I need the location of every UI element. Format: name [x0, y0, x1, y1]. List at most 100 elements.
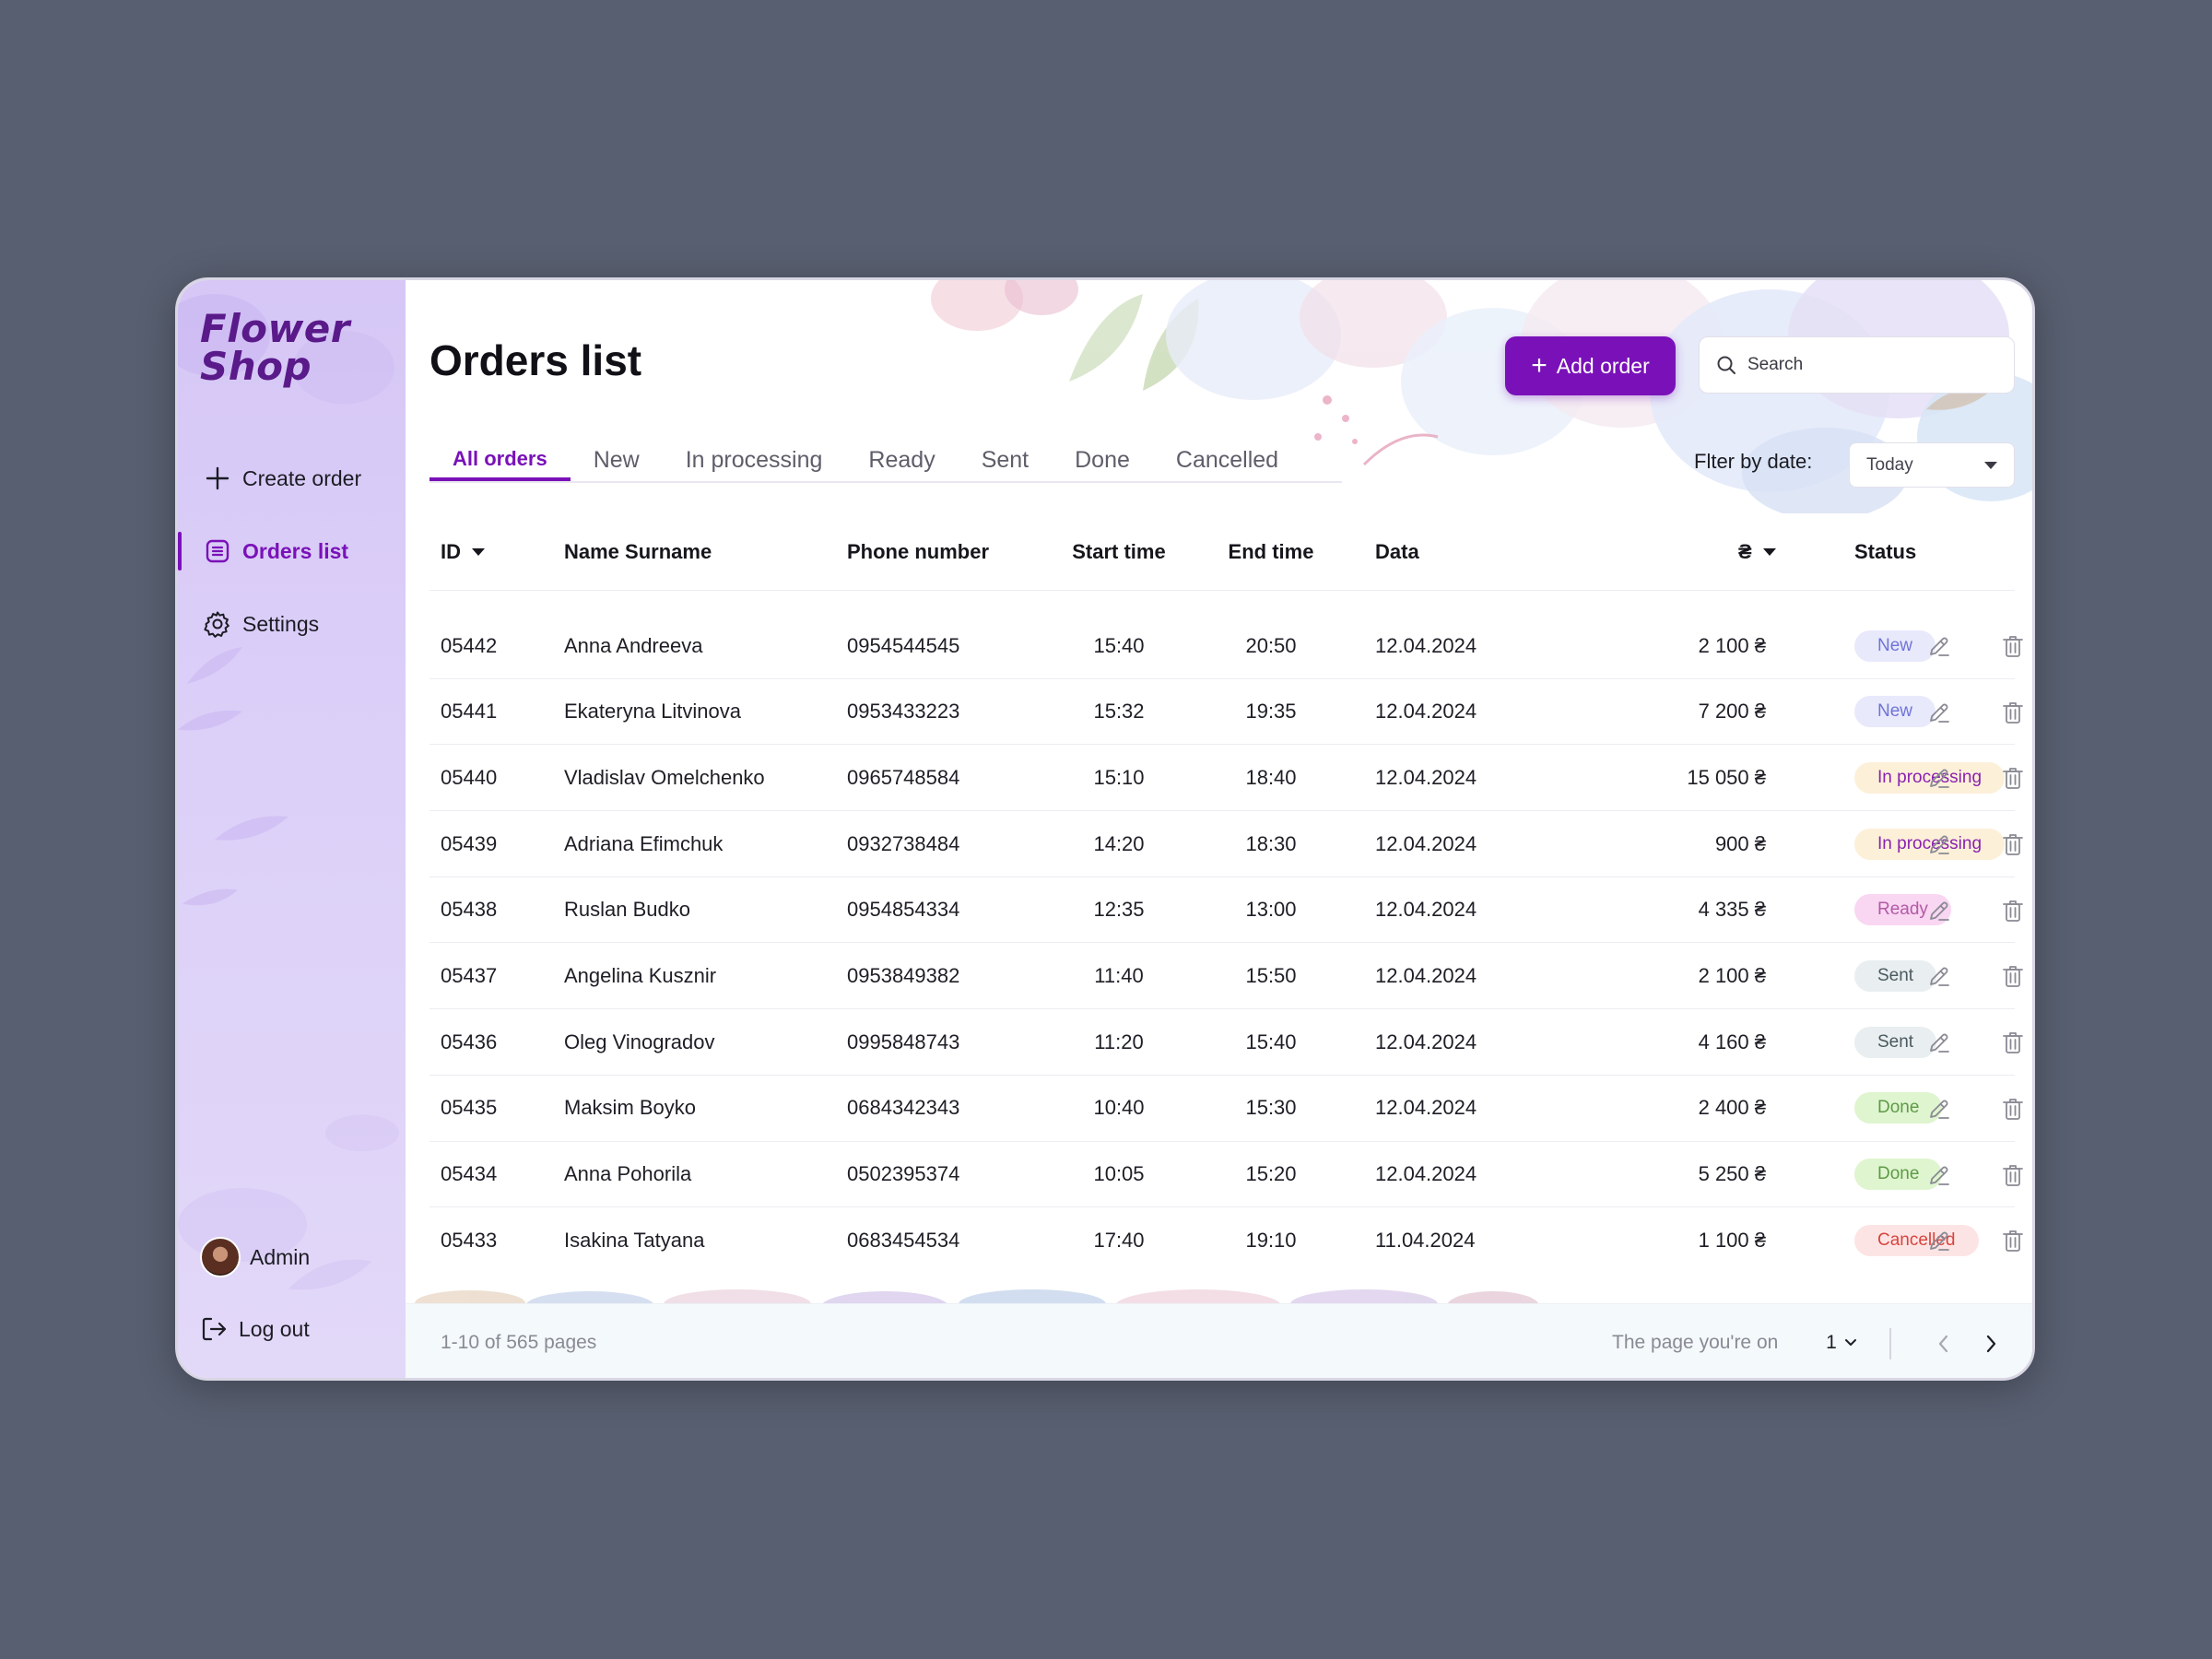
table-row[interactable]: 05439 Adriana Efimchuk 0932738484 14:20 18:3…: [429, 811, 2023, 877]
status-badge: Sent: [1854, 1026, 1937, 1058]
column-header-date: Data: [1375, 540, 1419, 563]
cell-price: 2 100 ₴: [1698, 633, 1766, 657]
delete-order-button[interactable]: [1996, 629, 2030, 663]
table-row[interactable]: 05440 Vladislav Omelchenko 0965748584 15:10…: [429, 745, 2023, 812]
cell-date: 12.04.2024: [1375, 1162, 1477, 1185]
cell-status: In processing: [1854, 745, 2006, 810]
trash-icon: [2001, 898, 2025, 924]
status-badge: New: [1854, 696, 1936, 728]
cell-date: 12.04.2024: [1375, 963, 1477, 987]
cell-name: Ekateryna Litvinova: [564, 700, 741, 724]
tab-done[interactable]: Done: [1075, 447, 1130, 473]
table-row[interactable]: 05433 Isakina Tatyana 0683454534 17:40 19:10…: [429, 1207, 2023, 1274]
column-header-id[interactable]: ID: [441, 513, 485, 591]
cell-end-time: 13:00: [1245, 898, 1297, 922]
edit-order-button[interactable]: [1923, 1224, 1956, 1257]
cell-start-time: 14:20: [1093, 831, 1145, 855]
user-profile[interactable]: Admin: [178, 1232, 406, 1282]
delete-order-button[interactable]: [1996, 1159, 2030, 1192]
cell-name: Anna Andreeva: [564, 633, 703, 657]
cell-price: 2 400 ₴: [1698, 1096, 1766, 1120]
delete-order-button[interactable]: [1996, 894, 2030, 927]
cell-name: Adriana Efimchuk: [564, 831, 724, 855]
delete-order-button[interactable]: [1996, 828, 2030, 861]
sidebar-item-orders-list[interactable]: Orders list: [178, 526, 406, 576]
cell-price: 4 335 ₴: [1698, 898, 1766, 922]
table-row[interactable]: 05436 Oleg Vinogradov 0995848743 11:20 15:40…: [429, 1009, 2023, 1076]
tab-new[interactable]: New: [593, 447, 640, 473]
trash-icon: [2001, 831, 2025, 857]
delete-order-button[interactable]: [1996, 1092, 2030, 1125]
table-row[interactable]: 05438 Ruslan Budko 0954854334 12:35 13:00 12.…: [429, 877, 2023, 944]
cell-start-time: 10:40: [1093, 1096, 1145, 1120]
edit-order-button[interactable]: [1923, 894, 1956, 927]
edit-order-button[interactable]: [1923, 1159, 1956, 1192]
delete-order-button[interactable]: [1996, 761, 2030, 794]
edit-order-button[interactable]: [1923, 761, 1956, 794]
cell-status: New: [1854, 613, 1936, 678]
column-header-start-time: Start time: [1072, 540, 1166, 563]
cell-id: 05437: [441, 963, 498, 987]
edit-order-button[interactable]: [1923, 828, 1956, 861]
sidebar-floral-decoration: [178, 293, 399, 1290]
cell-phone: 0953849382: [847, 963, 960, 987]
table-row[interactable]: 05437 Angelina Kusznir 0953849382 11:40 15:5…: [429, 943, 2023, 1010]
sort-caret-icon: [1762, 548, 1776, 556]
footer-divider: [1889, 1328, 1891, 1359]
pencil-icon: [1926, 700, 1952, 725]
previous-page-button[interactable]: [1926, 1326, 1961, 1361]
cell-start-time: 17:40: [1093, 1228, 1145, 1252]
pagination-range: 1-10 of 565 pages: [441, 1332, 597, 1353]
cell-end-time: 20:50: [1245, 633, 1297, 657]
cell-end-time: 18:30: [1245, 831, 1297, 855]
edit-order-button[interactable]: [1923, 696, 1956, 729]
cell-status: In processing: [1854, 811, 2006, 877]
edit-order-button[interactable]: [1923, 1092, 1956, 1125]
sidebar-item-settings[interactable]: Settings: [178, 599, 406, 649]
cell-name: Oleg Vinogradov: [564, 1030, 715, 1053]
add-order-button[interactable]: + Add order: [1505, 336, 1676, 395]
cell-status: Cancelled: [1854, 1207, 1979, 1273]
cell-start-time: 15:32: [1093, 700, 1145, 724]
trash-icon: [2001, 1228, 2025, 1253]
table-row[interactable]: 05442 Anna Andreeva 0954544545 15:40 20:50 12…: [429, 613, 2023, 679]
current-page-label: The page you're on: [1612, 1332, 1779, 1353]
pencil-icon: [1926, 1162, 1952, 1188]
pencil-icon: [1926, 1096, 1952, 1122]
tab-all-orders[interactable]: All orders: [429, 440, 571, 481]
sidebar-item-label: Create order: [242, 465, 362, 490]
tab-cancelled[interactable]: Cancelled: [1175, 447, 1279, 473]
cell-price: 4 160 ₴: [1698, 1030, 1766, 1053]
sidebar-item-create-order[interactable]: Create order: [178, 453, 406, 503]
tab-ready[interactable]: Ready: [868, 447, 935, 473]
tab-in-processing[interactable]: In processing: [685, 447, 823, 473]
next-page-button[interactable]: [1973, 1326, 2008, 1361]
status-badge: New: [1854, 629, 1936, 662]
delete-order-button[interactable]: [1996, 696, 2030, 729]
cell-price: 900 ₴: [1714, 831, 1766, 855]
table-row[interactable]: 05435 Maksim Boyko 0684342343 10:40 15:30 12.…: [429, 1076, 2023, 1142]
sidebar-item-label: Settings: [242, 611, 320, 636]
delete-order-button[interactable]: [1996, 959, 2030, 993]
table-row[interactable]: 05441 Ekateryna Litvinova 0953433223 15:32 1…: [429, 679, 2023, 746]
cell-id: 05433: [441, 1228, 498, 1252]
edit-order-button[interactable]: [1923, 629, 1956, 663]
edit-order-button[interactable]: [1923, 959, 1956, 993]
cell-status: Done: [1854, 1142, 1943, 1207]
delete-order-button[interactable]: [1996, 1224, 2030, 1257]
logout-button[interactable]: Log out: [178, 1304, 406, 1354]
cell-price: 1 100 ₴: [1698, 1228, 1766, 1252]
tab-sent[interactable]: Sent: [981, 447, 1030, 473]
cell-phone: 0965748584: [847, 765, 960, 789]
edit-order-button[interactable]: [1923, 1026, 1956, 1059]
column-header-price[interactable]: ₴: [1738, 513, 1776, 591]
page-number-select[interactable]: 1: [1816, 1324, 1867, 1361]
cell-id: 05442: [441, 633, 498, 657]
date-filter-select[interactable]: Today: [1849, 442, 2015, 488]
delete-order-button[interactable]: [1996, 1026, 2030, 1059]
table-row[interactable]: 05434 Anna Pohorila 0502395374 10:05 15:20 12…: [429, 1142, 2023, 1208]
search-input[interactable]: [1747, 355, 1996, 375]
cell-id: 05434: [441, 1162, 498, 1185]
search-box[interactable]: [1699, 336, 2015, 394]
cell-end-time: 19:35: [1245, 700, 1297, 724]
